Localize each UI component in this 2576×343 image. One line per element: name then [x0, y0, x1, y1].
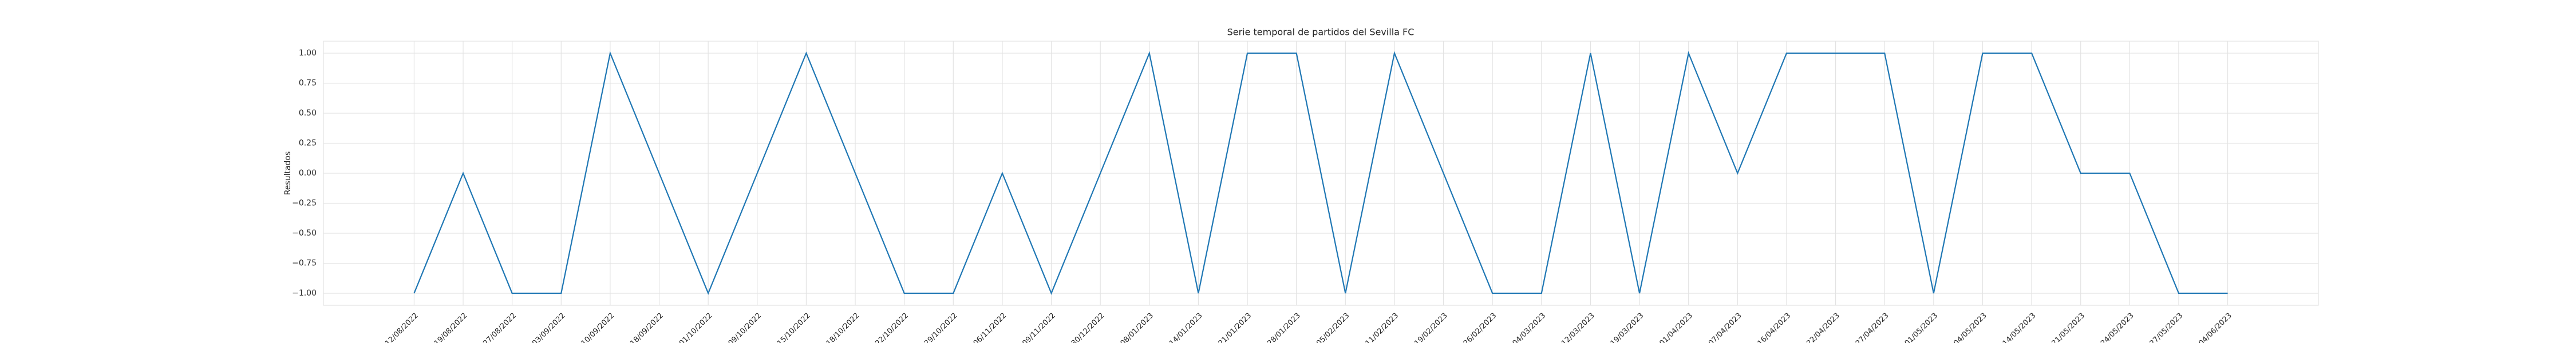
x-tick-label: 04/06/2023	[2197, 312, 2234, 343]
x-tick-label: 14/05/2023	[2001, 312, 2038, 343]
x-tick-label: 26/02/2023	[1462, 312, 1499, 343]
x-tick-label: 18/09/2022	[629, 312, 665, 343]
x-tick-label: 01/10/2022	[678, 312, 714, 343]
x-tick-label: 22/04/2023	[1805, 312, 1842, 343]
x-tick-label: 27/08/2022	[481, 312, 518, 343]
x-tick-label: 16/04/2023	[1756, 312, 1793, 343]
y-tick-label: 0.00	[299, 169, 317, 178]
x-tick-label: 24/05/2023	[2099, 312, 2136, 343]
x-tick-label: 08/01/2023	[1119, 312, 1156, 343]
x-tick-label: 14/01/2023	[1168, 312, 1204, 343]
y-tick-label: 0.25	[299, 139, 317, 148]
x-tick-label: 11/02/2023	[1364, 312, 1401, 343]
x-tick-label: 10/09/2022	[580, 312, 617, 343]
x-tick-label: 04/03/2023	[1511, 312, 1548, 343]
x-tick-label: 09/11/2022	[1021, 312, 1057, 343]
x-tick-label: 22/10/2022	[874, 312, 910, 343]
x-tick-label: 21/05/2023	[2050, 312, 2087, 343]
x-tick-label: 07/04/2023	[1707, 312, 1744, 343]
y-tick-label: 0.50	[299, 109, 317, 118]
x-tick-label: 27/05/2023	[2148, 312, 2185, 343]
x-tick-label: 05/02/2023	[1315, 312, 1352, 343]
x-tick-label: 15/10/2022	[776, 312, 812, 343]
y-tick-label: 0.75	[299, 79, 317, 88]
x-tick-label: 19/03/2023	[1609, 312, 1646, 343]
x-tick-label: 19/08/2022	[433, 312, 469, 343]
y-tick-label: −0.75	[292, 259, 317, 268]
line	[413, 51, 2228, 295]
x-tick-label: 09/10/2022	[727, 312, 764, 343]
x-tick-label: 18/10/2022	[825, 312, 862, 343]
x-tick-label: 19/02/2023	[1413, 312, 1449, 343]
x-tick-label: 01/04/2023	[1658, 312, 1694, 343]
chart-title: Serie temporal de partidos del Sevilla F…	[1227, 27, 1415, 38]
y-tick-label: −1.00	[292, 289, 317, 298]
x-tick-label: 28/01/2023	[1266, 312, 1302, 343]
y-tick-label: 1.00	[299, 49, 317, 58]
x-tick-label: 04/05/2023	[1952, 312, 1989, 343]
x-tick-label: 30/12/2022	[1070, 312, 1107, 343]
x-tick-label: 21/01/2023	[1217, 312, 1254, 343]
y-axis-label: Resultados	[283, 151, 293, 196]
y-tick-label: −0.25	[292, 199, 317, 208]
x-tick-label: 06/11/2022	[972, 312, 1009, 343]
x-tick-label: 29/10/2022	[923, 312, 959, 343]
x-tick-label: 27/04/2023	[1854, 312, 1891, 343]
x-tick-label: 01/05/2023	[1903, 312, 1940, 343]
y-tick-label: −0.50	[292, 229, 317, 238]
x-tick-label: 03/09/2022	[531, 312, 567, 343]
x-tick-label: 12/03/2023	[1560, 312, 1597, 343]
x-tick-label: 12/08/2022	[384, 312, 420, 343]
